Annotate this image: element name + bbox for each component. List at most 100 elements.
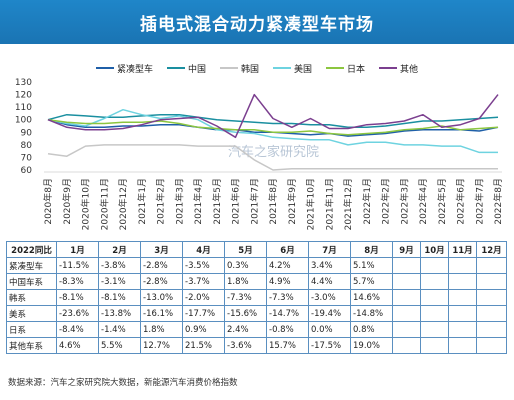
table-cell: -23.6% [56,305,99,322]
table-cell: -17.5% [308,337,351,354]
table-cell [420,289,449,306]
month-header: 3月 [140,241,183,258]
table-cell: -2.8% [140,273,183,290]
table-header-row: 2022同比 1月 2月 3月 4月 5月 6月 7月 8月 9月 10月 11月 12月 [6,241,507,258]
legend-swatch [219,67,238,69]
y-tick-label: 70 [21,153,33,163]
x-tick-label: 2021年10月 [305,178,317,230]
table-cell: -7.3% [266,289,309,306]
table-cell: -3.5% [182,257,225,274]
x-tick-label: 2020年8月 [42,178,54,225]
table-cell [420,273,449,290]
table-row: 美系 -23.6% -13.8% -16.1% -17.7% -15.6% -14.7% -1… [6,305,507,322]
x-tick-label: 2021年4月 [192,178,204,225]
month-header: 10月 [420,241,449,258]
table-cell [476,321,507,338]
table-cell: 14.6% [350,289,393,306]
legend-swatch [95,67,114,69]
y-tick-label: 90 [21,128,33,138]
table-cell: -16.1% [140,305,183,322]
x-tick-label: 2020年11月 [98,178,110,230]
legend-item: 其他 [379,61,418,75]
table-cell: 21.5% [182,337,225,354]
table-cell: -14.8% [350,305,393,322]
legend-label: 日本 [347,64,366,75]
table-cell: -8.3% [56,273,99,290]
table-cell: 5.1% [350,257,393,274]
table-row: 韩系 -8.1% -8.1% -13.0% -2.0% -7.3% -7.3% -3.0% 14… [6,289,507,306]
table-cell [448,337,477,354]
table-cell [420,257,449,274]
series-line [47,118,499,136]
table-cell: 2.4% [224,321,267,338]
row-label: 美系 [6,305,57,322]
table-cell: -2.0% [182,289,225,306]
table-cell: 4.6% [56,337,99,354]
yoy-table: 2022同比 1月 2月 3月 4月 5月 6月 7月 8月 9月 10月 11月 12月 紧凑型车 -1… [6,241,507,354]
table-cell: -8.1% [98,289,141,306]
x-tick-label: 2022年2月 [380,178,392,225]
table-cell [392,289,421,306]
x-tick-label: 2021年12月 [342,178,354,230]
x-axis: 2020年8月 2020年9月 2020年10月 2020年11月 2020年12月 20… [42,171,504,230]
y-tick-label: 110 [15,103,32,113]
series-line [47,113,499,129]
table-cell [420,305,449,322]
month-header: 8月 [350,241,393,258]
table-cell: -3.6% [224,337,267,354]
table-cell: 12.7% [140,337,183,354]
table-cell: 4.2% [266,257,309,274]
row-label: 其他车系 [6,337,57,354]
month-header: 1月 [56,241,99,258]
legend-item: 日本 [326,61,365,75]
x-tick-label: 2022年1月 [361,178,373,225]
legend-label: 美国 [294,64,313,75]
table-cell [448,257,477,274]
table-cell: 4.4% [308,273,351,290]
table-cell [476,257,507,274]
legend-label: 紧凑型车 [116,64,153,75]
table-cell: 0.9% [182,321,225,338]
table-cell: -14.7% [266,305,309,322]
table-cell [448,321,477,338]
table-cell: -3.0% [308,289,351,306]
series-line [47,108,498,154]
legend-item: 中国 [166,61,206,75]
table-cell: 1.8% [224,273,267,290]
x-tick-label: 2021年5月 [211,178,223,225]
table-row: 紧凑型车 -11.5% -3.8% -2.8% -3.5% 0.3% 4.2% 3.4% 5.1… [6,257,507,274]
month-header: 4月 [182,241,225,258]
table-cell: -11.5% [56,257,99,274]
table-cell: 4.9% [266,273,309,290]
table-cell: 0.8% [350,321,393,338]
row-label: 紧凑型车 [6,257,57,274]
table-cell: -3.8% [98,257,141,274]
table-cell: -3.1% [98,273,141,290]
legend-label: 其他 [400,64,419,75]
x-tick-label: 2022年5月 [436,178,448,225]
x-tick-label: 2022年7月 [473,178,485,225]
table-cell: -13.8% [98,305,141,322]
y-tick-label: 60 [21,166,33,176]
y-tick-label: 130 [15,78,32,88]
row-label: 韩系 [6,289,57,306]
table-cell [392,273,421,290]
table-cell: -15.6% [224,305,267,322]
x-tick-label: 2021年9月 [286,178,298,225]
data-source-note: 数据来源：汽车之家研究院大数据，新能源汽车消费价格指数 [8,378,238,388]
table-cell [476,305,507,322]
table-cell: -13.0% [140,289,183,306]
table-cell [476,337,507,354]
table-cell: -3.7% [182,273,225,290]
table-cell: 15.7% [266,337,309,354]
page-title: 插电式混合动力紧凑型车市场 [0,0,514,44]
table-cell [448,305,477,322]
legend-swatch [326,67,345,69]
watermark-text: 汽车之家研究院 [228,144,319,160]
x-tick-label: 2021年3月 [173,178,185,225]
x-tick-label: 2021年7月 [248,178,260,225]
month-header: 5月 [224,241,267,258]
table-row: 其他车系 4.6% 5.5% 12.7% 21.5% -3.6% 15.7% -17.5% 19… [6,337,507,354]
x-tick-label: 2022年3月 [398,178,410,225]
